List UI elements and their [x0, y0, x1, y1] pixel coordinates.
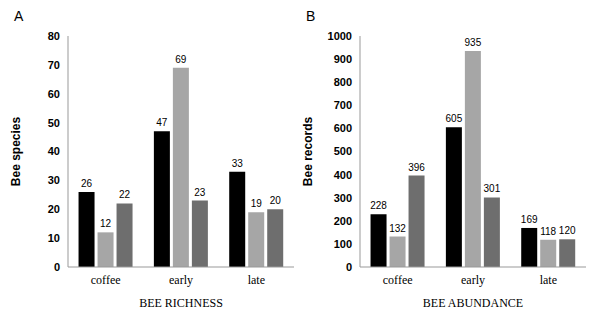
svg-text:Bee records: Bee records	[301, 116, 315, 186]
svg-text:1000: 1000	[328, 30, 352, 42]
svg-text:60: 60	[48, 88, 60, 100]
svg-text:10: 10	[48, 232, 60, 244]
svg-text:26: 26	[81, 178, 93, 189]
svg-text:69: 69	[175, 54, 187, 65]
svg-text:396: 396	[408, 162, 425, 173]
svg-text:100: 100	[334, 238, 352, 250]
svg-text:935: 935	[465, 37, 482, 48]
svg-text:700: 700	[334, 99, 352, 111]
svg-text:120: 120	[559, 225, 576, 236]
svg-text:900: 900	[334, 53, 352, 65]
svg-text:800: 800	[334, 76, 352, 88]
html-text:A: A	[14, 8, 24, 24]
svg-text:30: 30	[48, 174, 60, 186]
svg-text:600: 600	[334, 122, 352, 134]
svg-text:50: 50	[48, 117, 60, 129]
svg-text:40: 40	[48, 145, 60, 157]
svg-text:20: 20	[48, 203, 60, 215]
svg-text:late: late	[540, 273, 557, 287]
svg-text:coffee: coffee	[383, 273, 413, 287]
svg-text:12: 12	[100, 218, 112, 229]
svg-text:80: 80	[48, 30, 60, 42]
svg-text:605: 605	[446, 113, 463, 124]
svg-text:400: 400	[334, 169, 352, 181]
svg-text:20: 20	[270, 195, 282, 206]
svg-text:301: 301	[484, 183, 501, 194]
svg-text:Bee species: Bee species	[9, 116, 23, 186]
svg-text:early: early	[169, 273, 193, 287]
svg-text:late: late	[248, 273, 265, 287]
svg-text:coffee: coffee	[91, 273, 121, 287]
svg-text:169: 169	[521, 214, 538, 225]
svg-text:0: 0	[54, 261, 60, 273]
svg-text:118: 118	[540, 226, 556, 237]
svg-text:228: 228	[370, 200, 387, 211]
svg-text:BEE RICHNESS: BEE RICHNESS	[139, 296, 223, 310]
svg-text:19: 19	[251, 198, 263, 209]
html-text:B: B	[306, 8, 316, 24]
svg-text:33: 33	[232, 158, 244, 169]
svg-text:500: 500	[334, 145, 352, 157]
svg-text:70: 70	[48, 59, 60, 71]
svg-text:23: 23	[194, 187, 206, 198]
svg-text:132: 132	[389, 223, 406, 234]
svg-text:22: 22	[119, 189, 131, 200]
svg-text:300: 300	[334, 192, 352, 204]
svg-text:0: 0	[346, 261, 352, 273]
svg-text:200: 200	[334, 215, 352, 227]
svg-text:47: 47	[156, 117, 168, 128]
svg-text:early: early	[461, 273, 485, 287]
svg-text:BEE ABUNDANCE: BEE ABUNDANCE	[423, 296, 523, 310]
